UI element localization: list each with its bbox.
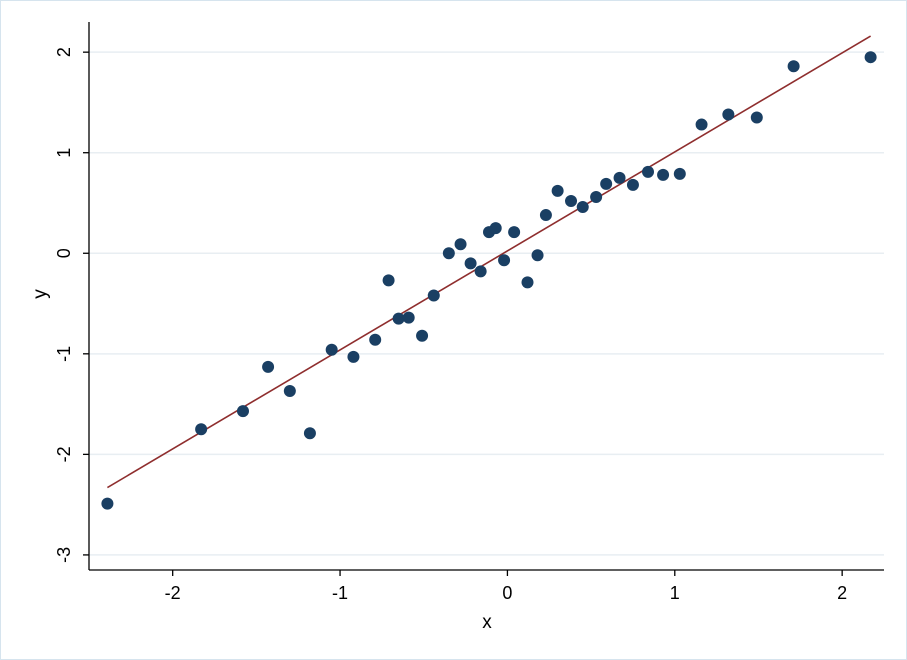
scatter-point bbox=[657, 168, 670, 181]
scatter-point bbox=[600, 177, 613, 190]
scatter-point bbox=[565, 194, 578, 207]
scatter-point bbox=[195, 423, 208, 436]
scatter-point bbox=[521, 276, 534, 289]
scatter-point bbox=[750, 111, 763, 124]
y-tick-label: 2 bbox=[54, 47, 74, 57]
scatter-point bbox=[508, 226, 521, 239]
scatter-point bbox=[642, 165, 655, 178]
scatter-point bbox=[347, 350, 360, 363]
scatter-point bbox=[673, 167, 686, 180]
scatter-point bbox=[626, 178, 639, 191]
y-tick-label: -2 bbox=[54, 446, 74, 462]
scatter-point bbox=[303, 427, 316, 440]
x-tick-label: 2 bbox=[837, 583, 847, 603]
y-tick-label: -1 bbox=[54, 346, 74, 362]
y-tick-label: -3 bbox=[54, 547, 74, 563]
scatter-point bbox=[498, 254, 511, 267]
scatter-point bbox=[454, 238, 467, 251]
scatter-point bbox=[283, 385, 296, 398]
scatter-point bbox=[464, 257, 477, 270]
y-axis-title: y bbox=[30, 289, 51, 299]
scatter-point bbox=[576, 201, 589, 214]
scatter-point bbox=[590, 190, 603, 203]
scatter-point bbox=[369, 333, 382, 346]
scatter-point bbox=[262, 360, 275, 373]
x-tick-label: -1 bbox=[332, 583, 348, 603]
fit-line bbox=[107, 35, 872, 489]
scatter-point bbox=[416, 329, 429, 342]
scatter-point bbox=[442, 247, 455, 260]
scatter-point bbox=[474, 265, 487, 278]
grid-lines bbox=[89, 51, 884, 556]
scatter-point bbox=[402, 311, 415, 324]
scatter-points bbox=[101, 51, 877, 510]
scatter-point bbox=[695, 118, 708, 131]
scatter-point bbox=[489, 222, 502, 235]
tick-labels: -3 -2 -1 0 1 2 -2 -1 0 1 2 bbox=[54, 47, 847, 603]
y-tick-label: 0 bbox=[54, 248, 74, 258]
scatter-point bbox=[325, 343, 338, 356]
scatter-point bbox=[864, 51, 877, 64]
x-tick-label: 1 bbox=[670, 583, 680, 603]
scatter-point bbox=[722, 108, 735, 121]
scatter-point bbox=[551, 184, 564, 197]
scatter-point bbox=[382, 274, 395, 287]
fit-line-layer bbox=[107, 35, 872, 489]
x-axis-title: x bbox=[482, 612, 492, 633]
scatter-point bbox=[539, 209, 552, 222]
scatter-point bbox=[787, 60, 800, 73]
scatter-point bbox=[392, 312, 405, 325]
axes bbox=[83, 22, 884, 576]
scatter-point bbox=[427, 289, 440, 302]
x-tick-label: 0 bbox=[502, 583, 512, 603]
y-tick-label: 1 bbox=[54, 148, 74, 158]
scatter-point bbox=[531, 249, 544, 262]
scatter-point bbox=[613, 171, 626, 184]
x-tick-label: -2 bbox=[165, 583, 181, 603]
scatter-point bbox=[236, 405, 249, 418]
scatter-point bbox=[101, 497, 114, 510]
